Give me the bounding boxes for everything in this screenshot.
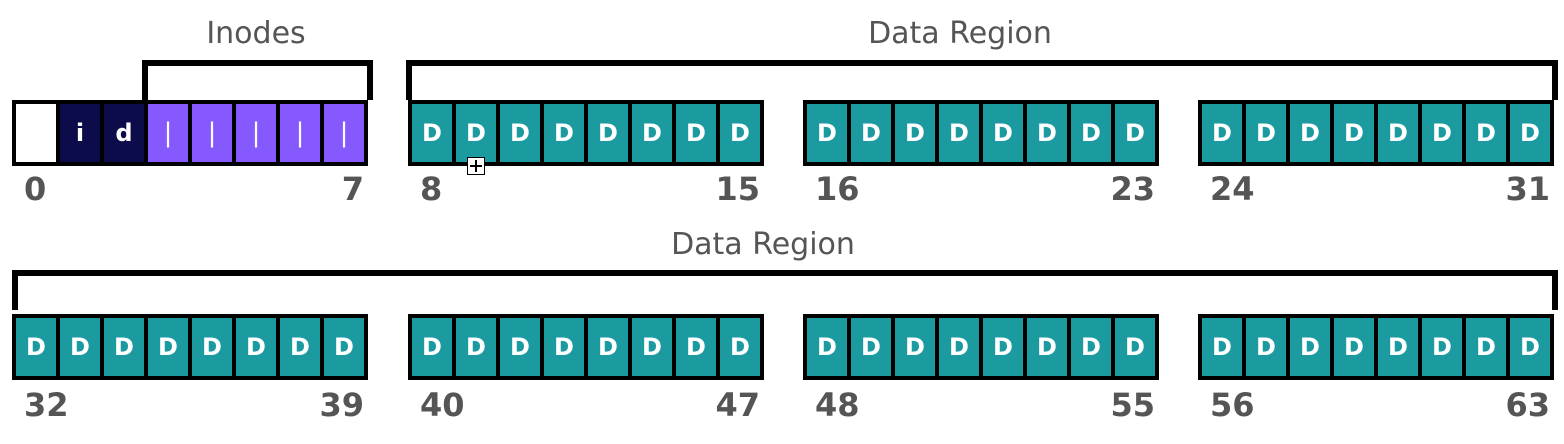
block-number-end: 63	[1505, 386, 1550, 424]
data-block: D	[939, 318, 979, 376]
data-block: D	[280, 318, 320, 376]
imap-block: i	[60, 104, 100, 162]
inodes-bracket	[142, 60, 373, 100]
data-block: D	[1290, 318, 1330, 376]
data-block: D	[1422, 104, 1462, 162]
block-number-start: 48	[815, 386, 860, 424]
block-number-end: 39	[319, 386, 364, 424]
inode-block: |	[192, 104, 232, 162]
data-block: D	[676, 318, 716, 376]
data-block: D	[588, 318, 628, 376]
data-block: D	[1115, 104, 1155, 162]
data-block: D	[807, 318, 847, 376]
data-block: D	[1202, 104, 1242, 162]
block-number-start: 40	[420, 386, 465, 424]
data-block: D	[1202, 318, 1242, 376]
data-block: D	[1378, 104, 1418, 162]
block-number-start: 0	[24, 170, 47, 208]
data-block: D	[588, 104, 628, 162]
inode-block: |	[324, 104, 364, 162]
data-block: D	[851, 318, 891, 376]
data-block: D	[720, 318, 760, 376]
block-number-start: 56	[1210, 386, 1255, 424]
block-number-end: 23	[1110, 170, 1155, 208]
block-number-end: 7	[341, 170, 364, 208]
data-block: D	[1071, 318, 1111, 376]
data-block: D	[1378, 318, 1418, 376]
block-number-end: 31	[1505, 170, 1550, 208]
data-block: D	[1466, 318, 1506, 376]
data-block: D	[544, 104, 584, 162]
data-block: D	[1071, 104, 1111, 162]
data-block: D	[1422, 318, 1462, 376]
data-block: D	[676, 104, 716, 162]
data-region-label-top: Data Region	[868, 16, 1052, 51]
data-block: D	[412, 318, 452, 376]
inode-block: |	[148, 104, 188, 162]
data-block: D	[16, 318, 56, 376]
data-region-bracket-top	[406, 60, 1558, 100]
data-block: D	[720, 104, 760, 162]
data-block: D	[1246, 104, 1286, 162]
data-block: D	[983, 104, 1023, 162]
block-number-end: 15	[715, 170, 760, 208]
block-number-end: 55	[1110, 386, 1155, 424]
data-block: D	[1334, 318, 1374, 376]
move-cursor-icon	[467, 157, 485, 175]
data-block: D	[544, 318, 584, 376]
block-number-start: 8	[420, 170, 443, 208]
data-block: D	[456, 318, 496, 376]
inodes-label: Inodes	[206, 16, 306, 51]
superblock-block	[16, 104, 56, 162]
data-block: D	[851, 104, 891, 162]
data-block: D	[236, 318, 276, 376]
data-block: D	[1466, 104, 1506, 162]
data-block: D	[1246, 318, 1286, 376]
data-block: D	[807, 104, 847, 162]
inode-block: |	[280, 104, 320, 162]
block-number-start: 16	[815, 170, 860, 208]
data-block: D	[60, 318, 100, 376]
data-block: D	[412, 104, 452, 162]
data-block: D	[632, 104, 672, 162]
data-block: D	[632, 318, 672, 376]
data-block: D	[1027, 318, 1067, 376]
data-block: D	[148, 318, 188, 376]
data-block: D	[895, 104, 935, 162]
data-block: D	[104, 318, 144, 376]
inode-block: |	[236, 104, 276, 162]
data-region-label-bottom: Data Region	[671, 227, 855, 262]
data-region-bracket-bottom	[12, 270, 1558, 310]
block-group: i d | | | | |	[12, 100, 368, 166]
data-block: D	[324, 318, 364, 376]
data-block: D	[192, 318, 232, 376]
data-block: D	[500, 318, 540, 376]
data-block: D	[1510, 104, 1550, 162]
dmap-block: d	[104, 104, 144, 162]
data-block: D	[456, 104, 496, 162]
data-block: D	[1290, 104, 1330, 162]
data-block: D	[1510, 318, 1550, 376]
data-block: D	[1334, 104, 1374, 162]
data-block: D	[500, 104, 540, 162]
data-block: D	[1027, 104, 1067, 162]
data-block: D	[1115, 318, 1155, 376]
data-block: D	[939, 104, 979, 162]
data-block: D	[895, 318, 935, 376]
data-block: D	[983, 318, 1023, 376]
block-number-start: 24	[1210, 170, 1255, 208]
block-number-end: 47	[715, 386, 760, 424]
block-number-start: 32	[24, 386, 69, 424]
